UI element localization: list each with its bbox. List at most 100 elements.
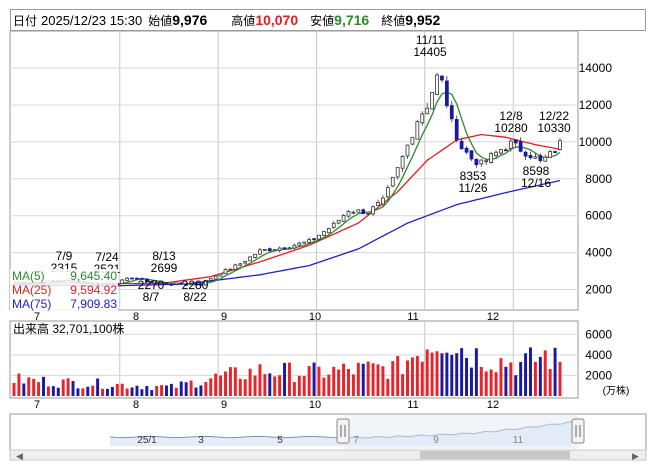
volume-bar [469,367,473,396]
volume-bar [110,386,114,396]
candle-body [174,282,179,285]
candle-body [479,159,484,165]
volume-bar [22,383,26,396]
volume-bar [268,373,272,396]
volume-bar [165,385,168,396]
candle-body [390,176,395,187]
volume-bar [302,376,306,396]
volume-bar [125,388,129,396]
legend-name: MA(5) [12,269,45,283]
volume-bar [258,364,262,396]
volume-bar [96,378,100,396]
candle-body [248,256,252,262]
price-xtick: 8 [133,311,139,323]
volume-bar [356,362,360,396]
candle-body [518,141,523,152]
annotation-date: 12/22 [539,109,569,123]
navigator-area [110,421,572,446]
volume-bar [61,379,65,396]
annotation-date: 12/8 [499,109,523,123]
annotation-value: 8353 [460,169,487,183]
volume-bar [312,362,316,396]
volume-bar [489,369,493,396]
volume-bar [332,366,336,396]
candle-body [484,160,489,163]
price-ytick: 12000 [579,98,613,112]
volume-bar [317,366,321,396]
open-value: 9,976 [172,12,208,28]
volume-bar [46,386,50,396]
candle-body [449,105,454,120]
volume-bar [381,366,385,396]
annotation-date: 8/13 [152,249,176,263]
candle-body [120,279,125,284]
volume-bar [209,378,213,396]
volume-bar [425,349,429,396]
volume-bar [204,381,208,396]
volume-bar [292,382,296,396]
scrollbar-thumb[interactable] [420,451,570,459]
volume-bar [401,374,405,396]
volume-bar [543,350,547,396]
candle-body [135,277,139,280]
legend-bg [10,283,118,297]
annotation-date: 8/7 [143,290,160,304]
volume-bar [189,380,193,396]
volume-unit: (万株) [603,384,630,397]
open-label: 始値 [148,14,173,28]
candle-body [287,247,292,250]
candle-body [130,277,134,280]
volume-bar [361,363,365,396]
volume-bar [76,388,80,396]
volume-bar [509,362,513,396]
candle-body [302,241,307,244]
volume-bar [17,373,21,396]
navigator-scrollbar[interactable] [9,449,647,461]
volume-bar [529,347,532,396]
candle-body [154,282,159,284]
candle-body [272,249,277,252]
annotation-value: 10280 [494,121,528,135]
volume-bar [233,367,237,396]
volume-bar [140,389,144,396]
volume-bar [120,383,124,396]
volume-bar [253,375,257,396]
close-value: 9,952 [405,12,441,28]
volume-bar [504,366,508,396]
candle-body [208,278,213,281]
annotation-date: 7/24 [95,250,119,264]
navigator-right-handle[interactable] [571,418,585,444]
volume-bar [155,385,159,396]
date-label: 日付 [13,14,38,28]
candle-body [469,150,474,160]
candle-body [179,282,184,285]
candle-body [282,247,287,250]
candle-body [553,151,557,153]
candle-body [361,209,366,215]
candle-body [326,228,331,234]
volume-bar [214,373,218,396]
navigator-left-handle[interactable] [336,418,350,444]
annotation-value: 14405 [413,45,447,59]
candle-body [464,147,469,153]
volume-bar [27,377,31,396]
scroll-right-arrow[interactable]: ▶ [632,451,639,461]
navigator-selection[interactable] [344,415,578,449]
volume-bar [219,375,223,396]
navigator-label: 3 [198,435,204,446]
high-label: 高値 [231,14,256,28]
volume-bar [514,375,518,396]
candle-body [277,247,282,251]
volume-bar [465,357,469,396]
candle-body [385,187,390,198]
low-value: 9,716 [334,12,370,28]
scroll-left-arrow[interactable]: ◀ [16,451,23,461]
volume-bar [71,380,75,396]
candle-body [366,212,371,215]
candle-body [164,282,169,285]
legend-bg [10,297,118,311]
legend-value: 9,645.40 [70,269,117,283]
candle-body [307,239,312,243]
candle-body [292,244,297,249]
